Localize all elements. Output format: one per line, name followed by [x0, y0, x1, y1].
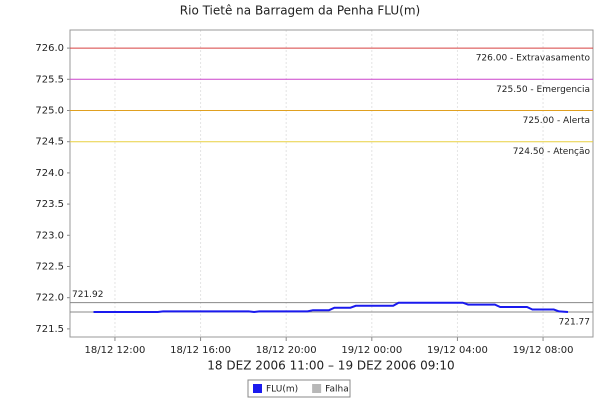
x-tick-label: 19/12 04:00 [427, 345, 488, 356]
y-tick-label: 724.5 [35, 137, 64, 148]
threshold-label: 725.00 - Alerta [523, 116, 590, 126]
legend-box [247, 379, 351, 398]
legend-swatch [253, 384, 262, 393]
x-tick-label: 19/12 08:00 [513, 345, 574, 356]
chart-subtitle: 18 DEZ 2006 11:00 – 19 DEZ 2006 09:10 [207, 359, 454, 373]
y-tick-label: 725.5 [35, 74, 64, 85]
legend-label: FLU(m) [266, 385, 298, 395]
chart-title: Rio Tietê na Barragem da Penha FLU(m) [180, 4, 420, 18]
series-line [93, 301, 569, 314]
y-tick-label: 722.0 [35, 293, 64, 304]
x-tick-label: 18/12 20:00 [256, 345, 317, 356]
y-tick-label: 722.5 [35, 261, 64, 272]
x-tick-label: 19/12 00:00 [341, 345, 402, 356]
threshold-label: 726.00 - Extravasamento [476, 54, 591, 64]
x-tick-label: 18/12 12:00 [85, 345, 146, 356]
y-tick-label: 721.5 [35, 324, 64, 335]
y-tick-label: 725.0 [35, 105, 64, 116]
plot-area [69, 29, 594, 338]
y-tick-label: 724.0 [35, 168, 64, 179]
marker-label: 721.77 [559, 318, 591, 328]
threshold-label: 725.50 - Emergencia [496, 85, 590, 95]
legend-label: Falha [325, 385, 349, 395]
x-tick-label: 18/12 16:00 [170, 345, 231, 356]
y-tick-label: 723.5 [35, 199, 64, 210]
legend-swatch [312, 384, 322, 393]
marker-label: 721.92 [72, 290, 104, 300]
y-tick-label: 723.0 [35, 230, 64, 241]
y-tick-label: 726.0 [35, 43, 64, 54]
threshold-label: 724.50 - Atenção [513, 147, 591, 157]
